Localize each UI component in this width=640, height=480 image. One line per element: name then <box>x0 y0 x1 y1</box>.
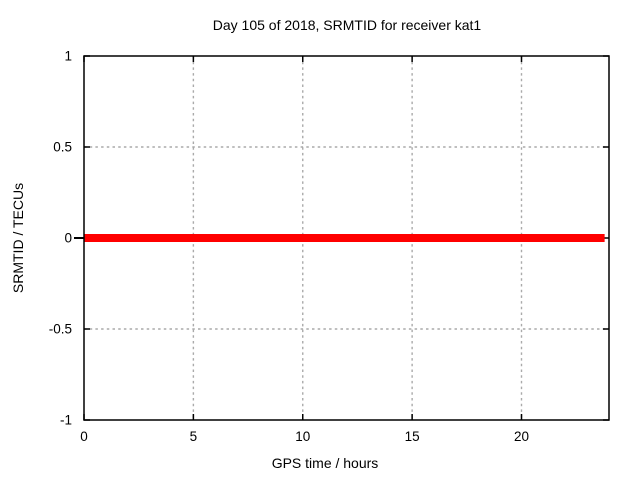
y-tick-label: 0 <box>64 231 72 246</box>
x-tick-label: 10 <box>295 429 310 444</box>
plot-border <box>83 55 610 421</box>
y-tick-label: -0.5 <box>49 322 72 337</box>
y-tick-label: 0.5 <box>53 140 72 155</box>
y-tick-label: 1 <box>64 49 72 64</box>
y-tick-label: -1 <box>60 413 72 428</box>
x-tick-label: 5 <box>190 429 198 444</box>
x-tick-label: 15 <box>405 429 420 444</box>
tick-labels: 0 5 10 15 20 -1 -0.5 0 0.5 1 <box>49 49 529 445</box>
x-tick-label: 20 <box>514 429 529 444</box>
x-axis-label: GPS time / hours <box>271 455 379 471</box>
chart-title: Day 105 of 2018, SRMTID for receiver kat… <box>212 17 482 33</box>
x-tick-label: 0 <box>80 429 88 444</box>
